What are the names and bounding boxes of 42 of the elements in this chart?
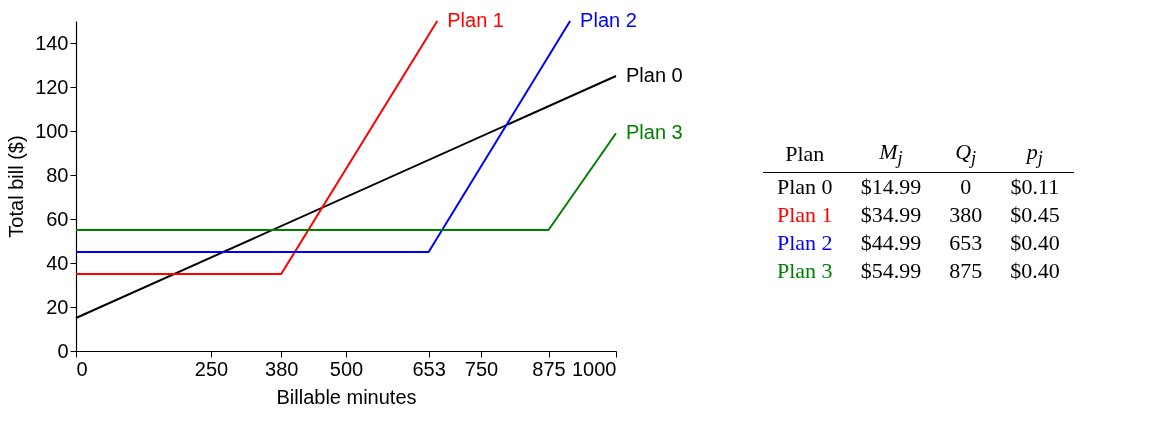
data-label: 653 — [948, 228, 984, 257]
data-label: 0 — [959, 172, 973, 201]
y-tick-label: 140 — [35, 31, 69, 54]
data-label: $0.40 — [1009, 256, 1061, 285]
y-tick-label: 40 — [46, 251, 69, 274]
x-axis-title: Billable minutes — [276, 385, 417, 408]
data-label: $44.99 — [859, 228, 923, 257]
data-label: $0.45 — [1009, 200, 1061, 229]
x-tick-label: 380 — [265, 357, 299, 380]
series-label: Plan 0 — [626, 64, 683, 86]
data-label: $0.11 — [1009, 172, 1061, 201]
y-axis-title: Total bill ($) — [5, 135, 28, 238]
y-tick-label: 0 — [57, 339, 69, 362]
x-tick-label: 0 — [76, 357, 88, 380]
series-label: Plan 1 — [447, 9, 504, 31]
x-tick-label: 250 — [194, 357, 229, 380]
series-label: Plan 3 — [626, 121, 683, 144]
y-tick-label: 100 — [35, 119, 69, 142]
series-label: Plan 2 — [580, 9, 637, 31]
y-tick-label: 120 — [35, 75, 69, 98]
y-tick-label: 20 — [46, 295, 69, 318]
category-label: Plan 3 — [776, 256, 834, 285]
data-label: $14.99 — [859, 172, 923, 201]
data-label: 875 — [948, 256, 984, 285]
category-label: Plan 1 — [776, 200, 834, 229]
y-tick-label: 60 — [46, 207, 69, 230]
text: Q$_{j}$ — [935, 137, 997, 173]
category-label: Plan 0 — [776, 172, 834, 201]
category-label: Plan 2 — [776, 228, 834, 257]
text: p$_{j}$ — [996, 137, 1074, 173]
data-label: $0.40 — [1009, 228, 1061, 257]
text: M$_{j}$ — [846, 137, 936, 173]
legend-title: Plan — [763, 137, 847, 173]
data-label: 380 — [948, 200, 984, 229]
y-tick-label: 80 — [46, 163, 69, 186]
data-label: $34.99 — [859, 200, 923, 229]
data-label: $54.99 — [859, 256, 923, 285]
x-tick-label: 1000 — [572, 357, 617, 380]
x-tick-label: 750 — [464, 357, 499, 380]
x-tick-label: 653 — [412, 357, 446, 380]
x-tick-label: 875 — [532, 357, 566, 380]
x-tick-label: 500 — [329, 357, 364, 380]
